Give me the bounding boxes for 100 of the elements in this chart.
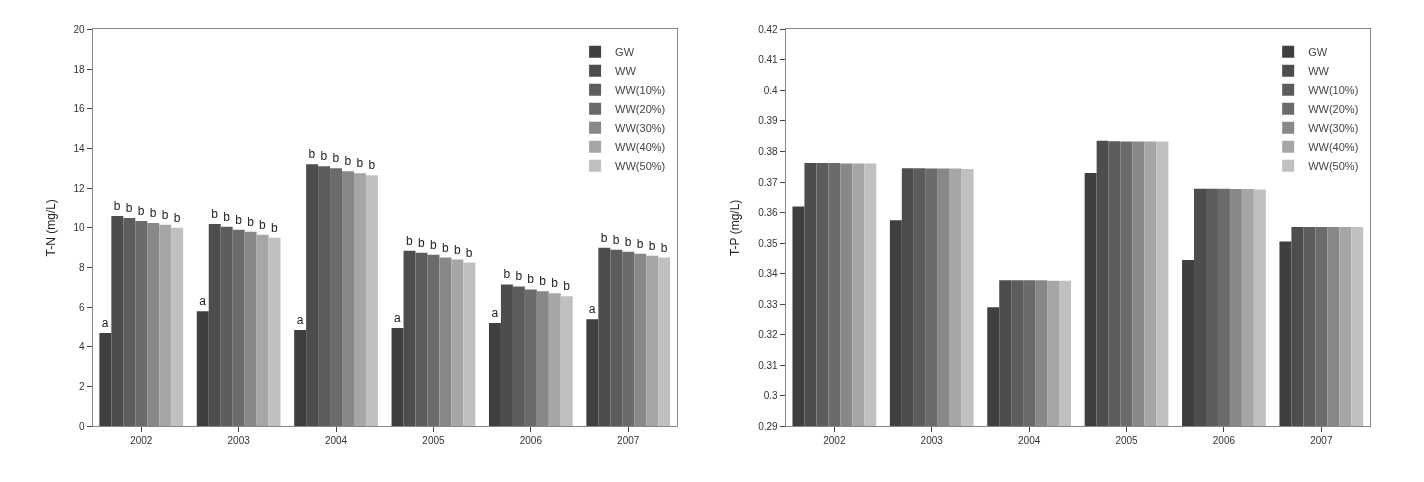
y-tick-label: 12 [73,182,85,194]
data-label: b [417,235,425,250]
y-tick-label: 0.32 [758,329,779,341]
data-label: b [600,230,608,245]
y-tick-label: 0.36 [758,207,779,219]
y-tick-label: 4 [79,341,85,353]
data-label: b [223,209,231,224]
bar [610,249,623,427]
bar [294,330,307,427]
bar [598,247,611,427]
bar [403,250,416,427]
legend-label: WW(10%) [615,84,666,97]
bar [500,284,513,427]
bar [318,166,331,427]
bar [365,175,378,427]
legend-label: WW(30%) [615,122,666,135]
data-label: b [563,279,571,294]
y-tick-label: 16 [73,103,85,115]
y-tick-label: 6 [79,301,85,313]
bar [171,227,184,427]
legend-label: WW(30%) [1308,122,1359,135]
bar [135,220,148,427]
bar [586,319,599,427]
data-label: a [491,306,499,321]
data-label: b [113,198,121,213]
bar [268,237,281,427]
bar [560,296,573,427]
data-label: b [259,217,267,232]
y-tick-label: 0.33 [758,298,779,310]
bar [196,311,209,427]
legend-label: WW(40%) [615,141,666,154]
data-label: b [453,242,461,257]
x-tick-label: 2007 [1310,435,1333,447]
x-tick-label: 2006 [519,435,543,447]
y-tick-label: 0.34 [758,268,779,280]
bar [488,323,501,427]
bar [99,333,112,427]
bar [463,262,476,427]
y-tick-label: 18 [73,63,85,75]
x-tick-label: 2006 [1212,435,1236,447]
data-label: b [149,205,157,220]
bar [646,255,659,427]
legend-label: WW(20%) [615,103,666,116]
data-label: b [247,214,255,229]
bar [512,286,525,427]
bar [111,215,124,427]
y-tick-label: 2 [79,381,85,393]
y-axis-title: T-P (mg/L) [728,199,743,257]
bar [306,164,319,427]
bar [123,217,136,427]
data-label: b [465,245,473,260]
x-tick-label: 2005 [1115,435,1139,447]
data-label: b [173,210,181,225]
bar [208,223,221,427]
y-tick-label: 0.4 [763,84,779,96]
data-label: b [368,158,376,173]
data-label: b [271,220,279,235]
legend-label: WW [1308,65,1330,78]
data-label: b [648,238,656,253]
y-tick-label: 0.38 [758,146,779,158]
data-label: b [161,207,169,222]
x-tick-label: 2004 [324,435,348,447]
y-tick-label: 14 [73,142,85,154]
bar [524,289,537,427]
data-label: b [660,240,668,255]
data-label: b [429,237,437,252]
legend-label: WW [615,65,637,78]
bar [415,252,428,427]
legend-label: WW(50%) [1308,160,1359,173]
data-label: b [441,240,449,255]
bar [220,226,233,427]
y-tick-label: 0.37 [758,176,779,188]
y-tick-label: 8 [79,262,85,274]
bar [256,234,269,427]
data-label: b [356,156,364,171]
data-label: b [125,200,133,215]
y-tick-label: 0.31 [758,359,779,371]
data-label: b [527,272,535,287]
data-label: b [503,267,511,282]
y-tick-label: 0.39 [758,115,779,127]
bar [330,168,343,427]
data-label: b [211,206,219,221]
data-label: b [332,151,340,166]
bar [354,173,366,427]
x-tick-label: 2002 [130,435,153,447]
bar [232,229,245,427]
data-label: b [137,203,145,218]
y-tick-label: 0.29 [758,420,779,432]
data-label: b [235,212,243,227]
x-tick-label: 2003 [920,435,944,447]
bar [159,224,172,427]
bar [658,257,671,427]
y-tick-label: 0.42 [758,23,779,35]
y-axis-title: T-N (mg/L) [43,199,58,257]
y-tick-label: 10 [73,222,85,234]
x-tick-label: 2002 [823,435,846,447]
data-label: b [320,149,328,164]
y-tick-label: 0 [79,420,85,432]
data-label: b [344,154,352,169]
legend-label: GW [1308,46,1328,59]
